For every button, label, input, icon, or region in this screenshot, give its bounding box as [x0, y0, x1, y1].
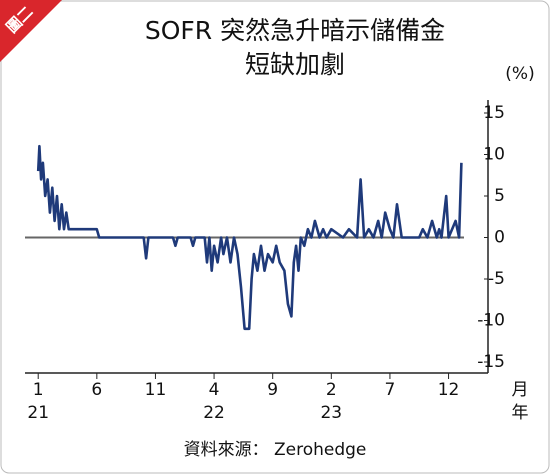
y-tick-label: 5: [494, 186, 505, 206]
year-label: 21: [27, 403, 49, 423]
y-tick-label: 10: [483, 145, 505, 165]
x-unit: 年: [512, 403, 529, 423]
x-tick-label: 7: [385, 380, 396, 400]
chart-title: 短缺加劇: [245, 50, 345, 79]
chart-title: SOFR 突然急升暗示儲備金: [145, 16, 445, 45]
x-tick-label: 1: [33, 380, 44, 400]
x-tick-label: 11: [145, 380, 167, 400]
x-unit: 月: [512, 380, 529, 400]
data-line: [36, 144, 463, 331]
badge-bg: [0, 0, 62, 62]
y-tick-label: -5: [488, 269, 505, 289]
year-label: 23: [320, 403, 342, 423]
x-tick-label: 2: [326, 380, 337, 400]
y-tick-label: 0: [494, 228, 505, 248]
x-tick-label: 4: [209, 380, 220, 400]
year-label: 22: [203, 403, 225, 423]
x-tick-label: 9: [267, 380, 278, 400]
y-tick-label: -15: [477, 352, 505, 372]
y-tick-label: -10: [477, 311, 505, 331]
source: 資料來源： Zerohedge: [184, 440, 367, 460]
y-unit: (%): [505, 64, 534, 84]
y-tick-label: 15: [483, 103, 505, 123]
x-tick-label: 12: [438, 380, 460, 400]
x-tick-label: 6: [91, 380, 102, 400]
